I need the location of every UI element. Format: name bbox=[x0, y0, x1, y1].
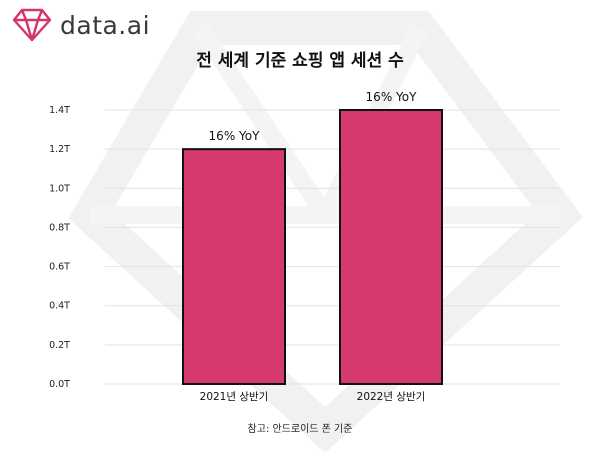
footnote: 참고: 안드로이드 폰 기준 bbox=[247, 424, 353, 435]
diamond-logo-icon bbox=[12, 8, 52, 42]
y-tick-label: 0.6T bbox=[49, 262, 70, 273]
x-tick-label: 2021년 상반기 bbox=[200, 391, 269, 403]
y-tick-label: 0.4T bbox=[49, 301, 70, 312]
x-axis: 2021년 상반기 2022년 상반기 bbox=[200, 391, 426, 403]
y-tick-label: 1.0T bbox=[49, 183, 70, 194]
bar bbox=[339, 109, 443, 385]
bar-data-label: 16% YoY bbox=[209, 129, 261, 143]
y-tick-label: 0.0T bbox=[49, 379, 70, 390]
gridlines bbox=[105, 109, 560, 385]
bars: 16% YoY 16% YoY bbox=[182, 90, 443, 385]
brand-name: data.ai bbox=[60, 10, 151, 40]
bar-data-label: 16% YoY bbox=[366, 90, 418, 104]
chart-title: 전 세계 기준 쇼핑 앱 세션 수 bbox=[196, 51, 404, 71]
y-tick-label: 1.2T bbox=[49, 144, 70, 155]
logo: data.ai bbox=[12, 8, 150, 42]
y-axis: 0.0T 0.2T 0.4T 0.6T 0.8T 1.0T 1.2T 1.4T bbox=[49, 105, 70, 390]
y-tick-label: 1.4T bbox=[49, 105, 70, 116]
bar bbox=[182, 148, 286, 385]
x-tick-label: 2022년 상반기 bbox=[357, 391, 426, 403]
y-tick-label: 0.8T bbox=[49, 222, 70, 233]
y-tick-label: 0.2T bbox=[49, 340, 70, 351]
